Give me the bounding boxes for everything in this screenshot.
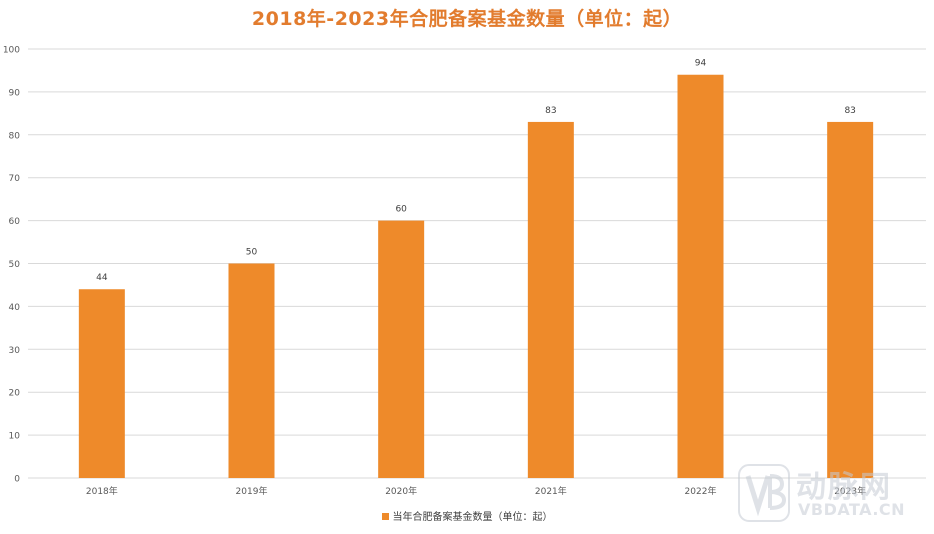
y-tick-label: 100 [3, 46, 20, 56]
data-label: 44 [96, 273, 108, 283]
y-tick-label: 60 [9, 217, 21, 227]
bars [78, 74, 874, 479]
legend-swatch [381, 513, 389, 520]
data-label: 83 [844, 106, 855, 116]
watermark: 动脉网 VBDATA.CN [738, 462, 928, 524]
x-axis-ticks: 2018年 2019年 2020年 2021年 2022年 2023年 [86, 485, 866, 497]
bar [78, 289, 125, 478]
data-labels: 44 50 60 83 94 83 [96, 59, 856, 283]
x-tick-label: 2019年 [236, 485, 268, 497]
y-tick-label: 20 [9, 389, 21, 399]
y-tick-label: 40 [9, 303, 21, 313]
legend: 当年合肥备案基金数量（单位：起） [0, 508, 934, 523]
vb-logo-icon [738, 464, 790, 522]
watermark-brand-en: VBDATA.CN [798, 500, 906, 519]
y-axis-ticks: 0 10 20 30 40 50 60 70 80 90 100 [3, 46, 20, 485]
y-tick-label: 80 [9, 131, 21, 141]
legend-label: 当年合肥备案基金数量（单位：起） [392, 512, 553, 523]
x-tick-label: 2021年 [535, 485, 567, 497]
x-tick-label: 2020年 [385, 485, 417, 497]
y-tick-label: 50 [9, 260, 21, 270]
y-tick-label: 0 [14, 475, 20, 485]
x-tick-label: 2023年 [834, 485, 866, 497]
y-tick-label: 70 [9, 174, 21, 184]
data-label: 94 [695, 59, 707, 69]
bar [378, 220, 425, 478]
bar [827, 121, 874, 479]
y-tick-label: 30 [9, 346, 21, 356]
bar [228, 263, 275, 478]
y-tick-label: 90 [9, 88, 21, 98]
data-label: 50 [246, 248, 258, 258]
data-label: 60 [395, 205, 407, 215]
x-tick-label: 2022年 [685, 485, 717, 497]
data-label: 83 [545, 106, 556, 116]
y-tick-label: 10 [9, 432, 21, 442]
watermark-brand-cn: 动脉网 [796, 470, 892, 505]
bar [527, 121, 574, 479]
gridlines [28, 48, 926, 479]
bar [677, 74, 724, 479]
x-tick-label: 2018年 [86, 485, 118, 497]
chart-title: 2018年-2023年合肥备案基金数量（单位：起） [251, 8, 683, 30]
